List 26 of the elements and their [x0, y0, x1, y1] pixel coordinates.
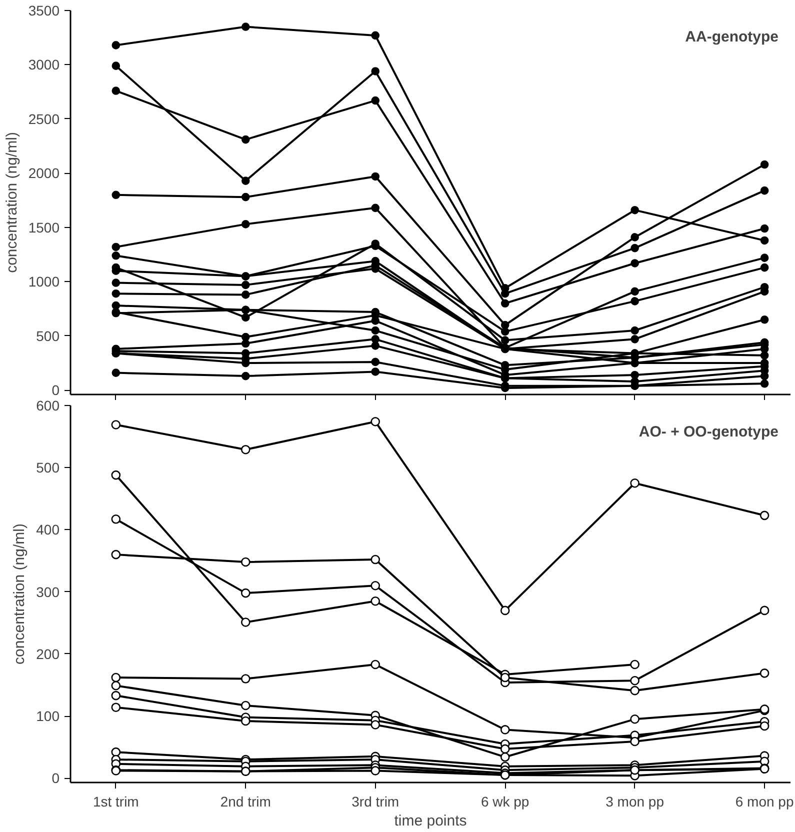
- y-tick-label: 100: [36, 708, 60, 724]
- x-tick-label: 2nd trim: [220, 794, 271, 810]
- x-axis-title: time points: [394, 812, 467, 830]
- x-tick-label: 3 mon pp: [606, 794, 664, 810]
- y-tick-label: 300: [36, 584, 60, 600]
- y-tick-label: 0: [52, 382, 60, 398]
- y-tick-label: 1000: [28, 274, 60, 290]
- y-tick-label: 600: [36, 398, 60, 414]
- y-tick-label: 3000: [28, 56, 60, 73]
- y-tick-label: 3500: [28, 2, 60, 18]
- y-tick-label: 500: [36, 460, 60, 476]
- y-axis-title: concentration (ng/ml): [3, 132, 20, 273]
- y-tick-label: 0: [52, 770, 60, 786]
- x-tick-label: 3rd trim: [352, 794, 400, 810]
- y-tick-label: 500: [36, 328, 60, 344]
- text: AA-genotype: [685, 28, 779, 46]
- y-tick-label: 1500: [28, 219, 60, 236]
- text: AO- + OO-genotype: [638, 424, 778, 440]
- y-tick-label: 400: [36, 522, 60, 538]
- y-tick-label: 2500: [28, 110, 60, 127]
- y-tick-label: 2000: [28, 165, 60, 182]
- x-tick-label: 1st trim: [92, 794, 139, 810]
- y-axis-title: concentration (ng/ml): [11, 524, 28, 664]
- x-tick-label: 6 wk pp: [480, 794, 530, 810]
- x-tick-label: 6 mon pp: [735, 794, 794, 810]
- y-tick-label: 200: [36, 646, 60, 662]
